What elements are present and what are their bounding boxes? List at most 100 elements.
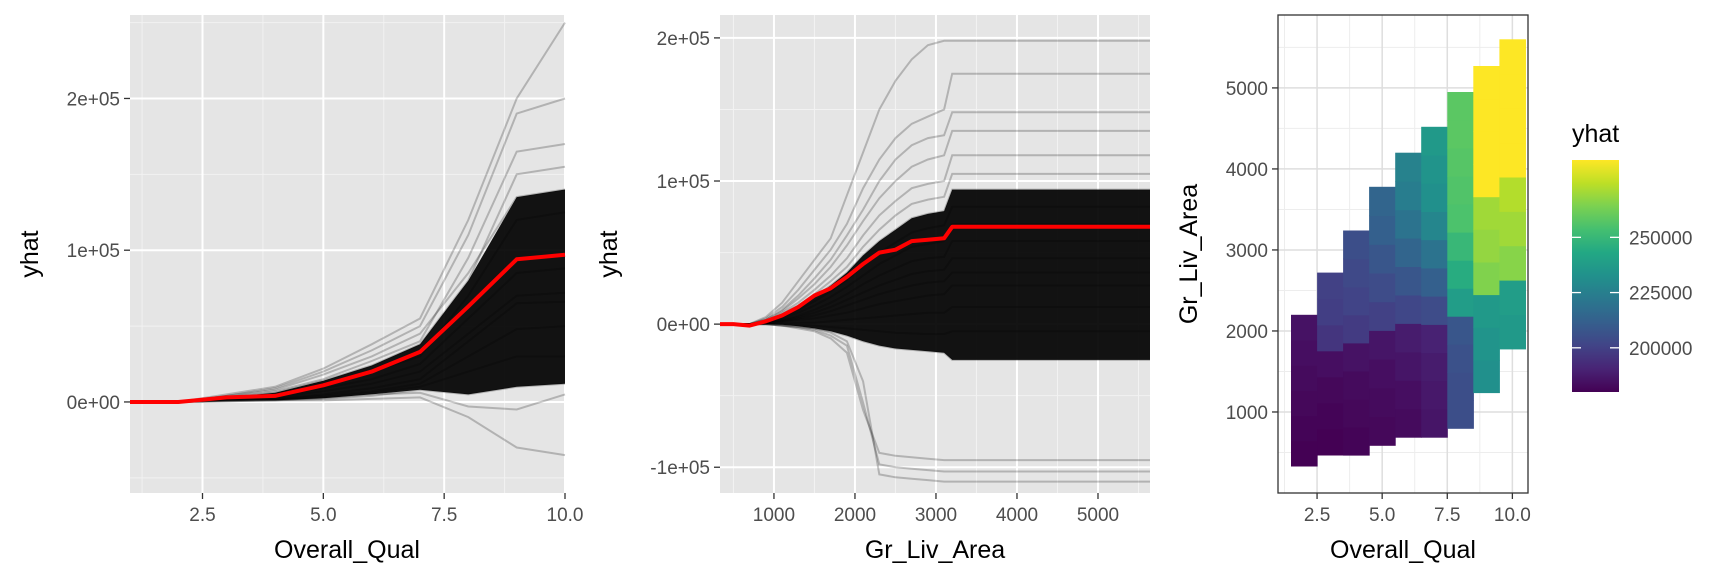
y-tick-label: 3000	[1226, 241, 1268, 262]
ice-curve	[720, 39, 1150, 326]
heatmap-tile	[1447, 120, 1474, 149]
y-axis-title: yhat	[595, 230, 623, 277]
heatmap-tile	[1473, 229, 1500, 263]
heatmap-tile	[1369, 387, 1396, 418]
heatmap-tile	[1473, 294, 1500, 328]
heatmap-tile	[1343, 230, 1370, 260]
heatmap-tile	[1395, 181, 1422, 211]
heatmap-tile	[1343, 426, 1370, 456]
heatmap-tiles	[1291, 39, 1526, 467]
x-axis-ticks: 2.5 5.0 7.5 10.0	[189, 493, 583, 526]
plot-border	[1277, 14, 1529, 494]
y-tick-label: 2e+05	[657, 29, 710, 50]
y-tick-label: 0e+00	[657, 315, 710, 336]
heatmap-tile	[1395, 380, 1422, 410]
y-tick-label: -1e+05	[650, 458, 710, 479]
ice-curve	[720, 323, 1150, 462]
heatmap-tile	[1421, 126, 1448, 156]
heatmap-tile	[1369, 186, 1396, 217]
heatmap-tile	[1343, 258, 1370, 288]
heatmap-tile	[1291, 440, 1318, 467]
heatmap-tile	[1447, 260, 1474, 289]
panel-gr-liv-area-ice: -1e+05 0e+00 1e+05 2e+05 1000 2000 3000 4000 50…	[595, 15, 1150, 564]
y-axis-title: Gr_Liv_Area	[1175, 184, 1203, 324]
heatmap-tile	[1317, 376, 1344, 404]
heatmap-tile	[1447, 232, 1474, 261]
heatmap-tile	[1395, 294, 1422, 324]
heatmap-tile	[1369, 416, 1396, 446]
heatmap-tile	[1421, 352, 1448, 382]
ice-curve	[720, 323, 1150, 483]
heatmap-tile	[1343, 370, 1370, 400]
x-axis-ticks: 2.5 5.0 7.5 10.0	[1304, 493, 1531, 526]
y-tick-label: 1e+05	[67, 241, 120, 262]
y-tick-label: 0e+00	[67, 393, 120, 414]
heatmap-tile	[1317, 428, 1344, 456]
heatmap-tile	[1499, 73, 1526, 109]
heatmap-tile	[1369, 215, 1396, 245]
y-tick-label: 2e+05	[67, 89, 120, 110]
heatmap-tile	[1421, 155, 1448, 184]
pd-average-curve	[130, 252, 566, 404]
x-axis-ticks: 1000 2000 3000 4000 5000	[753, 493, 1119, 526]
heatmap-tile	[1473, 327, 1500, 361]
heatmap-tile	[1395, 266, 1422, 296]
ice-dense-band	[130, 189, 565, 402]
ice-curve	[720, 284, 1150, 326]
heatmap-tile	[1421, 267, 1448, 297]
ice-dense-band	[720, 189, 1150, 360]
heatmap-tile	[1395, 408, 1422, 438]
legend-title: yhat	[1572, 120, 1619, 148]
legend: yhat 200000 225000 250000	[1572, 120, 1692, 392]
heatmap-tile	[1343, 342, 1370, 372]
heatmap-tile	[1421, 239, 1448, 269]
heatmap-tile	[1395, 209, 1422, 239]
x-tick-label: 7.5	[431, 505, 457, 526]
colorbar	[1572, 160, 1619, 392]
colorbar-tick-label: 225000	[1629, 284, 1692, 305]
heatmap-tile	[1447, 316, 1474, 345]
heatmap-tile	[1421, 183, 1448, 212]
heatmap-tile	[1395, 351, 1422, 381]
heatmap-tile	[1447, 176, 1474, 205]
x-tick-label: 2.5	[1304, 505, 1330, 526]
heatmap-tile	[1499, 245, 1526, 281]
heatmap-tile	[1369, 272, 1396, 303]
heatmap-tile	[1369, 301, 1396, 331]
ice-curve	[720, 72, 1150, 326]
heatmap-tile	[1447, 344, 1474, 373]
x-tick-label: 5000	[1077, 505, 1119, 526]
heatmap-tile	[1395, 238, 1422, 267]
y-tick-label: 2000	[1226, 322, 1268, 343]
heatmap-tile	[1317, 324, 1344, 352]
colorbar-tick-label: 200000	[1629, 339, 1692, 360]
x-tick-label: 5.0	[310, 505, 336, 526]
heatmap-tile	[1473, 98, 1500, 132]
ice-curve	[720, 257, 1150, 326]
heatmap-tile	[1447, 288, 1474, 317]
ice-curve	[720, 323, 1150, 361]
ice-curve	[720, 323, 1150, 336]
heatmap-tile	[1473, 359, 1500, 394]
heatmap-tile	[1291, 340, 1318, 366]
x-tick-label: 5.0	[1369, 505, 1395, 526]
y-tick-label: 1000	[1226, 403, 1268, 424]
panel-overall-qual-ice: 0e+00 1e+05 2e+05 2.5 5.0 7.5 10.0 Overall_Qu…	[16, 15, 583, 564]
heatmap-tile	[1447, 148, 1474, 177]
ice-curve	[720, 271, 1150, 326]
heatmap-tile	[1447, 92, 1474, 121]
x-tick-label: 10.0	[547, 505, 584, 526]
heatmap-tile	[1421, 324, 1448, 354]
x-tick-label: 7.5	[1434, 505, 1460, 526]
heatmap-tile	[1291, 365, 1318, 391]
heatmap-tile	[1317, 298, 1344, 326]
heatmap-tile	[1421, 296, 1448, 325]
heatmap-tile	[1291, 415, 1318, 442]
x-tick-label: 3000	[915, 505, 957, 526]
heatmap-tile	[1421, 408, 1448, 438]
panel-heatmap: 1000 2000 3000 4000 5000 2.5 5.0 7.5 10.0 Overa…	[1175, 14, 1692, 564]
heatmap-tile	[1369, 244, 1396, 274]
heatmap-tile	[1343, 398, 1370, 428]
heatmap-tile	[1317, 402, 1344, 430]
